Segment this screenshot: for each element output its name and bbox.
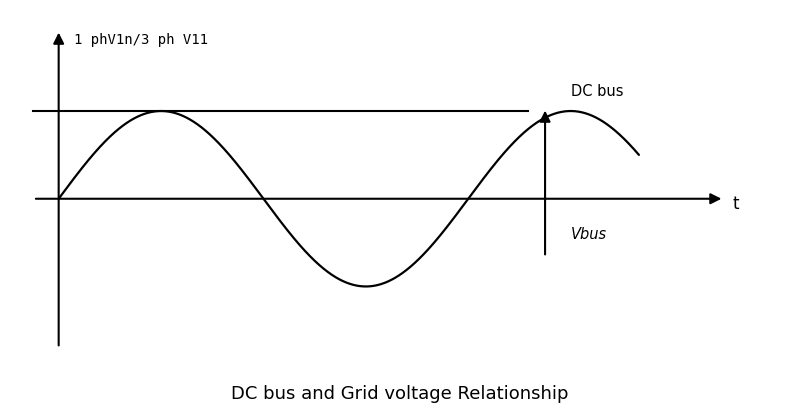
- Text: DC bus: DC bus: [570, 84, 623, 99]
- Text: Vbus: Vbus: [570, 227, 606, 242]
- Text: DC bus and Grid voltage Relationship: DC bus and Grid voltage Relationship: [231, 385, 569, 403]
- Text: 1 phV1n/3 ph V11: 1 phV1n/3 ph V11: [74, 33, 208, 47]
- Text: t: t: [733, 195, 739, 213]
